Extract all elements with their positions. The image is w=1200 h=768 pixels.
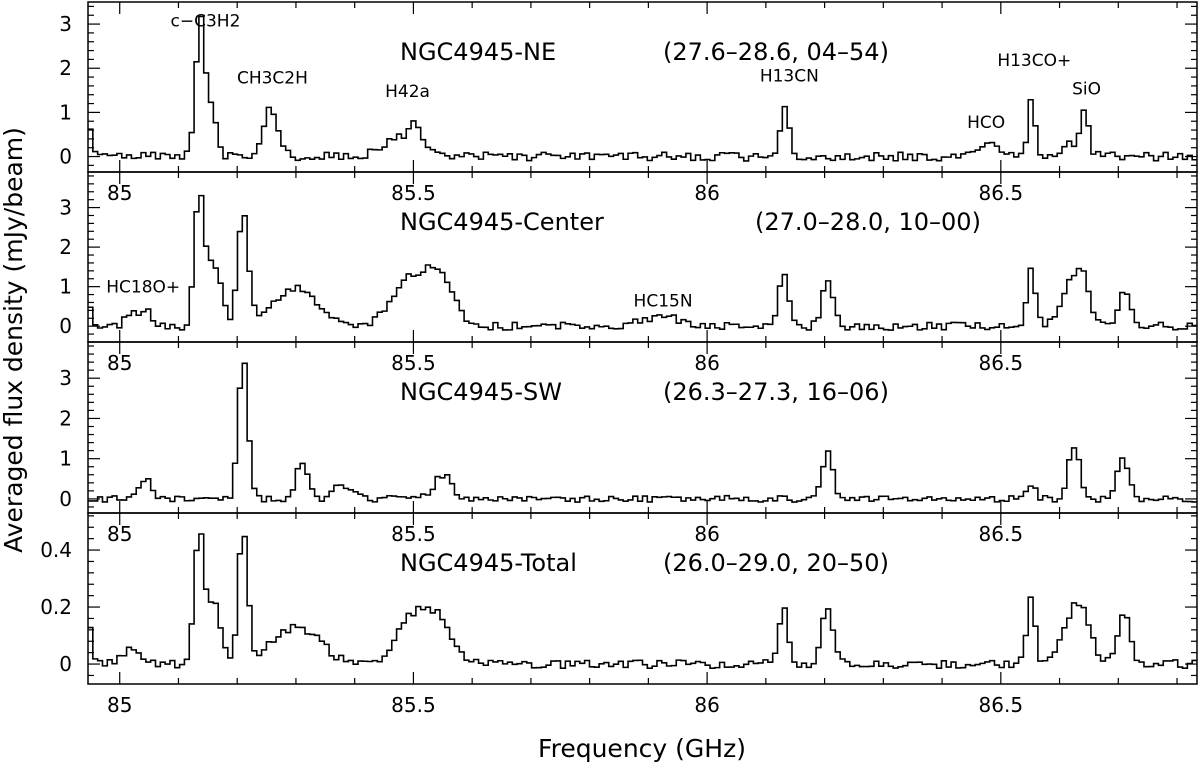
- x-tick-label: 86: [694, 522, 719, 546]
- x-tick-label: 86: [694, 351, 719, 375]
- line-label: c−C3H2: [171, 11, 241, 31]
- spectrum-line: [88, 194, 1197, 331]
- y-tick-label: 2: [59, 56, 72, 80]
- y-axis-title: Averaged flux density (mJy/beam): [0, 127, 28, 553]
- panel-3: 0 1 2 3 85 85.5 86 86.5 NGC4945-SW (26.3–27.3, 16…: [59, 341, 1198, 514]
- y-tick-label: 0: [59, 145, 72, 169]
- spectrum-line: [88, 362, 1197, 503]
- x-tick-label: 86: [694, 693, 719, 717]
- x-tick-label: 86.5: [979, 181, 1024, 205]
- panel-region: (27.0–28.0, 10–00): [755, 208, 981, 236]
- x-tick-label: 85: [107, 693, 132, 717]
- panel-2: 0 1 2 3 85 85.5 86 86.5 NGC4945-Center (27.0–28.0…: [59, 171, 1198, 343]
- y-tick-label: 3: [59, 12, 72, 36]
- x-tick-label: 86.5: [979, 522, 1024, 546]
- y-tick-label: 0: [59, 652, 72, 676]
- x-tick-label: 85: [107, 351, 132, 375]
- y-tick-label: 1: [59, 275, 72, 299]
- line-label: HC15N: [634, 291, 693, 311]
- line-label: HC18O+: [106, 278, 180, 298]
- panel-region: (26.0–29.0, 20–50): [663, 549, 889, 577]
- x-tick-label: 85.5: [391, 351, 436, 375]
- spectrum-line: [88, 15, 1197, 162]
- line-label: H13CO+: [997, 51, 1071, 71]
- x-tick-label: 86: [694, 181, 719, 205]
- y-tick-label: 2: [59, 235, 72, 259]
- panel-frame: [87, 171, 1198, 343]
- panel-region: (26.3–27.3, 16–06): [663, 378, 889, 406]
- y-tick-label: 1: [59, 100, 72, 124]
- panel-title: NGC4945-SW: [400, 378, 562, 406]
- y-tick-label: 2: [59, 406, 72, 430]
- panel-frame: [87, 512, 1198, 685]
- line-label: H13CN: [760, 66, 819, 86]
- panel-title: NGC4945-Total: [400, 549, 577, 577]
- panel-4: 0 0.2 0.4 85 85.5 86 86.5 NGC4945-Total (26.0–29…: [40, 512, 1198, 685]
- panel-1: 0 1 2 3 NGC4945-NE (27.6–28.6, 04–54) c−C3H2 CH…: [59, 1, 1198, 173]
- y-tick-label: 0.4: [40, 538, 72, 562]
- y-tick-label: 1: [59, 447, 72, 471]
- x-tick-label: 85.5: [391, 181, 436, 205]
- x-tick-labels: 85 85.5 86 86.5: [107, 693, 1023, 717]
- x-tick-label: 85.5: [391, 522, 436, 546]
- x-axis-title: Frequency (GHz): [538, 734, 746, 763]
- x-tick-label: 85: [107, 522, 132, 546]
- line-label: SiO: [1072, 80, 1101, 100]
- line-label: CH3C2H: [237, 69, 308, 89]
- y-tick-label: 0.2: [40, 595, 72, 619]
- y-tick-label: 3: [59, 366, 72, 390]
- panel-region: (27.6–28.6, 04–54): [663, 38, 889, 66]
- spectrum-line: [88, 533, 1197, 670]
- y-tick-label: 0: [59, 314, 72, 338]
- spectra-panels: 0 1 2 3 NGC4945-NE (27.6–28.6, 04–54) c−C3H2 CH…: [40, 1, 1198, 685]
- y-tick-label: 0: [59, 487, 72, 511]
- panel-title: NGC4945-NE: [400, 38, 556, 66]
- x-tick-label: 86.5: [979, 351, 1024, 375]
- line-label: H42a: [385, 82, 430, 102]
- x-tick-label: 85: [107, 181, 132, 205]
- panel-title: NGC4945-Center: [400, 208, 604, 236]
- line-label: HCO: [967, 113, 1005, 133]
- x-tick-label: 85.5: [391, 693, 436, 717]
- y-tick-label: 3: [59, 196, 72, 220]
- x-tick-label: 86.5: [979, 693, 1024, 717]
- panel-frame: [87, 341, 1198, 514]
